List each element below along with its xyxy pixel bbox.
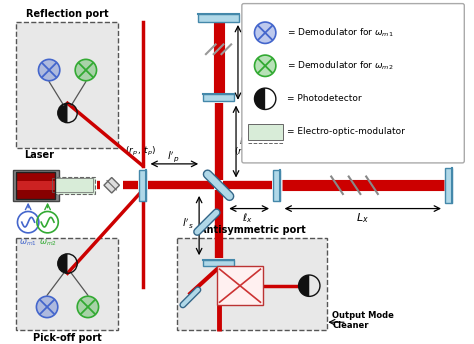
Text: = Electro-optic-modulator: = Electro-optic-modulator xyxy=(287,127,404,136)
FancyBboxPatch shape xyxy=(17,238,118,330)
Text: $r_e$: $r_e$ xyxy=(444,145,454,158)
Bar xyxy=(203,260,234,266)
Text: $(r_i\,,\,t_i)$: $(r_i\,,\,t_i)$ xyxy=(234,146,261,158)
Bar xyxy=(17,172,55,199)
Bar xyxy=(13,170,59,201)
Text: $(r_s\,,\,t_s)$: $(r_s\,,\,t_s)$ xyxy=(230,280,260,293)
Text: Antisymmetric port: Antisymmetric port xyxy=(199,225,305,235)
Bar xyxy=(17,172,55,181)
Text: $(r_p\,,\,t_p)$: $(r_p\,,\,t_p)$ xyxy=(125,145,156,158)
Text: $l'_p$: $l'_p$ xyxy=(167,149,179,163)
Circle shape xyxy=(77,296,99,318)
Text: Pick-off port: Pick-off port xyxy=(33,333,102,343)
Text: $L_x$: $L_x$ xyxy=(356,211,369,225)
Circle shape xyxy=(38,60,60,81)
Bar xyxy=(53,179,93,192)
FancyBboxPatch shape xyxy=(17,22,118,148)
Bar xyxy=(217,266,264,305)
Text: Laser: Laser xyxy=(24,150,54,160)
Wedge shape xyxy=(58,103,67,123)
Text: = Photodetector: = Photodetector xyxy=(287,94,361,103)
Polygon shape xyxy=(104,178,119,193)
Text: = Demodulator for $\omega_{m1}$: = Demodulator for $\omega_{m1}$ xyxy=(287,26,393,39)
Text: $\omega_{m1}$: $\omega_{m1}$ xyxy=(19,238,37,248)
FancyBboxPatch shape xyxy=(177,238,328,330)
Bar xyxy=(446,168,452,203)
Bar xyxy=(273,170,280,201)
Circle shape xyxy=(36,296,58,318)
Circle shape xyxy=(75,60,97,81)
Text: = Demodulator for $\omega_{m2}$: = Demodulator for $\omega_{m2}$ xyxy=(287,60,393,72)
Bar xyxy=(248,124,283,140)
Bar xyxy=(17,190,55,199)
Bar xyxy=(51,176,95,194)
Bar xyxy=(17,181,55,190)
Circle shape xyxy=(255,22,276,43)
Text: Output Mode
Cleaner: Output Mode Cleaner xyxy=(332,311,394,330)
Text: $L_y$: $L_y$ xyxy=(241,57,255,74)
Text: $\omega_{m2}$: $\omega_{m2}$ xyxy=(39,238,56,248)
Text: $l'_s$: $l'_s$ xyxy=(182,217,193,231)
Wedge shape xyxy=(299,275,309,297)
Bar xyxy=(139,170,146,201)
Wedge shape xyxy=(255,88,265,109)
Text: $\ell_x$: $\ell_x$ xyxy=(242,211,253,225)
Bar xyxy=(198,14,239,22)
Text: Reflection port: Reflection port xyxy=(26,9,109,19)
Circle shape xyxy=(255,55,276,76)
Text: $\ell_y$: $\ell_y$ xyxy=(239,135,250,149)
FancyBboxPatch shape xyxy=(242,3,465,163)
Wedge shape xyxy=(58,254,67,273)
Bar xyxy=(203,95,234,101)
